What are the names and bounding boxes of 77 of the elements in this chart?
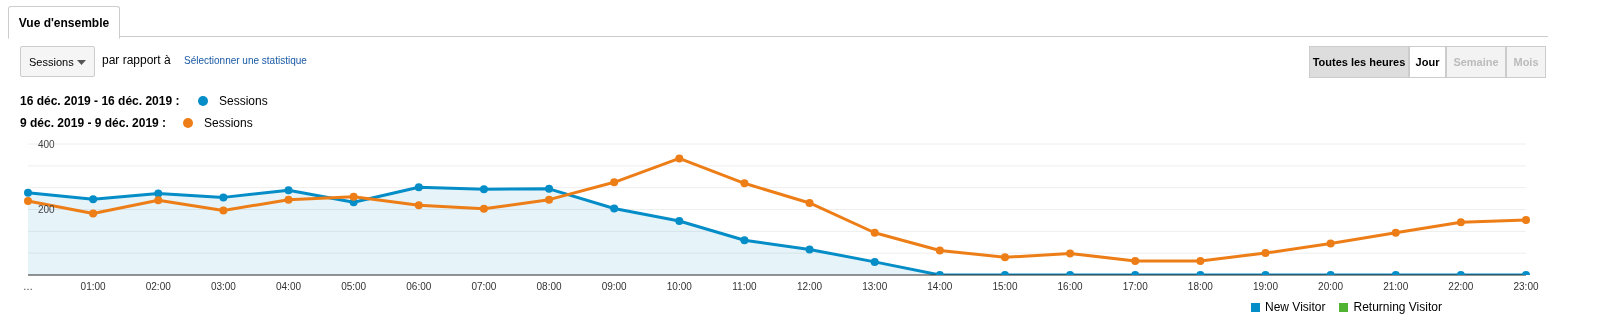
x-tick-label: 16:00: [1057, 281, 1084, 293]
point: [740, 236, 749, 245]
text: Semaine: [1446, 46, 1506, 78]
point: [89, 195, 98, 204]
x-tick-label: 21:00: [1383, 281, 1409, 293]
text: New Visitor: [1265, 300, 1326, 314]
point: [1456, 218, 1465, 227]
text: 16 déc. 2019 - 16 déc. 2019 :: [20, 94, 181, 108]
legend-label: Sessions: [204, 116, 253, 130]
x-tick-label: 07:00: [471, 281, 497, 293]
point: [284, 186, 293, 195]
point: [1326, 239, 1335, 248]
point: [610, 204, 619, 213]
text: 9 déc. 2019 - 9 déc. 2019 :: [20, 116, 168, 130]
x-tick-label: 09:00: [601, 281, 628, 293]
point: [545, 195, 554, 204]
dropdown: Sessions: [20, 46, 95, 77]
point: [284, 195, 293, 204]
point: [1522, 215, 1530, 224]
x-tick-label: 11:00: [732, 281, 758, 293]
point: [219, 193, 228, 202]
x-tick-label: 23:00: [1513, 281, 1539, 293]
x-tick-label: …: [23, 281, 33, 293]
x-tick-label: 13:00: [862, 281, 888, 293]
x-tick-label: 17:00: [1122, 281, 1149, 293]
x-tick-label: 20:00: [1318, 281, 1344, 293]
text: Vue d'ensemble: [8, 6, 120, 39]
point: [1000, 253, 1009, 262]
text: Returning Visitor: [1353, 300, 1442, 314]
x-tick-label: 15:00: [992, 281, 1018, 293]
point: [24, 196, 32, 205]
point: [870, 228, 879, 237]
y-tick-label: 200: [38, 204, 56, 216]
x-tick-label: 08:00: [536, 281, 562, 293]
x-tick-label: 01:00: [80, 281, 107, 293]
point: [89, 209, 98, 218]
text: Sélectionner une statistique: [184, 55, 307, 66]
point: [545, 184, 554, 193]
point: [740, 179, 749, 188]
point: [610, 178, 619, 187]
x-tick-label: 02:00: [145, 281, 172, 293]
legend-label: Sessions: [219, 94, 268, 108]
x-tick-label: 05:00: [341, 281, 367, 293]
text: Mois: [1506, 46, 1546, 78]
point: [805, 198, 814, 207]
point: [1391, 228, 1400, 237]
point: [805, 245, 814, 254]
y-tick-label: 400: [38, 138, 56, 150]
point: [870, 257, 879, 266]
x-tick-label: 22:00: [1448, 281, 1474, 293]
x-tick-label: 03:00: [210, 281, 237, 293]
text: Toutes les heures: [1309, 46, 1409, 78]
point: [154, 196, 163, 205]
point: [1196, 256, 1205, 265]
x-tick-label: 04:00: [276, 281, 302, 293]
x-tick-label: 10:00: [666, 281, 693, 293]
x-tick-label: 12:00: [797, 281, 823, 293]
x-tick-label: 14:00: [927, 281, 953, 293]
point: [349, 192, 358, 201]
point: [219, 206, 228, 215]
point: [479, 185, 488, 194]
x-tick-label: 06:00: [406, 281, 432, 293]
point: [154, 189, 163, 198]
point: [1066, 249, 1075, 258]
point: [1131, 256, 1140, 265]
point: [24, 188, 32, 197]
point: [675, 154, 684, 163]
point: [675, 216, 684, 225]
x-tick-label: 19:00: [1252, 281, 1279, 293]
point: [414, 201, 423, 210]
x-tick-label: 18:00: [1187, 281, 1214, 293]
point: [1261, 249, 1270, 258]
text: par rapport à: [102, 53, 171, 67]
point: [479, 204, 488, 213]
point: [935, 246, 944, 255]
point: [414, 183, 423, 192]
text: Jour: [1409, 46, 1446, 78]
